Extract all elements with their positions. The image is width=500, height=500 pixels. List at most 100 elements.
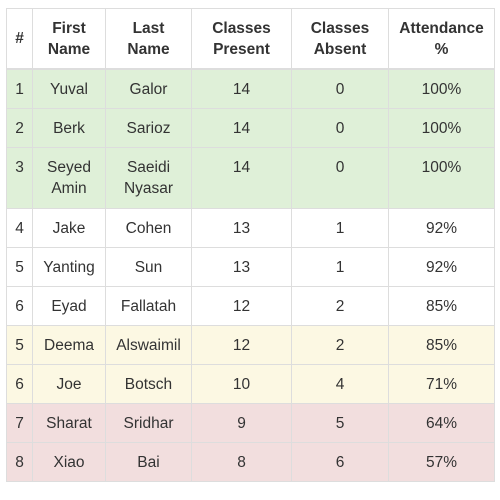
header-classes-present: Classes Present bbox=[191, 8, 292, 70]
cell-number: 5 bbox=[6, 325, 33, 365]
cell-first-name-line: Yuval bbox=[50, 81, 88, 98]
header-classes-absent: Classes Absent bbox=[291, 8, 389, 70]
cell-first-name: Seyed Amin bbox=[32, 147, 106, 209]
cell-classes-absent: 2 bbox=[291, 325, 389, 365]
cell-classes-present: 9 bbox=[191, 403, 292, 443]
cell-number: 5 bbox=[6, 247, 33, 287]
cell-first-name-line: Yanting bbox=[43, 259, 95, 276]
cell-classes-present: 12 bbox=[191, 325, 292, 365]
cell-last-name: Bai bbox=[105, 442, 192, 482]
cell-last-name-line: Sridhar bbox=[123, 415, 174, 432]
cell-number: 1 bbox=[6, 68, 33, 109]
cell-last-name: Botsch bbox=[105, 364, 192, 404]
cell-last-name-line: Alswaimil bbox=[116, 337, 181, 354]
cell-last-name: Galor bbox=[105, 68, 192, 109]
cell-first-name: Joe bbox=[32, 364, 106, 404]
header-classes-present-line1: Classes bbox=[212, 19, 271, 37]
cell-first-name-line: Jake bbox=[52, 220, 86, 237]
cell-attendance-percent: 100% bbox=[388, 108, 495, 148]
cell-last-name-line: Galor bbox=[129, 81, 168, 98]
cell-attendance-percent: 71% bbox=[388, 364, 495, 404]
cell-last-name: Saeidi Nyasar bbox=[105, 147, 192, 209]
cell-attendance-percent: 64% bbox=[388, 403, 495, 443]
cell-last-name: Sarioz bbox=[105, 108, 192, 148]
cell-attendance-percent: 85% bbox=[388, 325, 495, 365]
attendance-table: # First Name Last Name Classes Present C… bbox=[6, 8, 495, 482]
table-row: 6 Joe Botsch 10 4 71% bbox=[6, 364, 495, 404]
cell-classes-present: 13 bbox=[191, 247, 292, 287]
header-classes-absent-line1: Classes bbox=[310, 19, 370, 37]
cell-classes-present: 14 bbox=[191, 68, 292, 109]
header-first-name: First Name bbox=[32, 8, 106, 70]
cell-first-name: Deema bbox=[32, 325, 106, 365]
cell-number: 2 bbox=[6, 108, 33, 148]
cell-classes-absent: 5 bbox=[291, 403, 389, 443]
table-body: 1 Yuval Galor 14 0 100% 2 Berk Sarioz 14 0 100% 3 Sey… bbox=[6, 68, 495, 482]
cell-first-name-line: Joe bbox=[56, 376, 82, 393]
cell-first-name-line: Berk bbox=[53, 120, 85, 137]
cell-last-name-line: Bai bbox=[137, 454, 160, 471]
cell-last-name-line: Nyasar bbox=[123, 180, 174, 197]
table-row: 8 Xiao Bai 8 6 57% bbox=[6, 442, 495, 482]
header-row: # First Name Last Name Classes Present C… bbox=[6, 8, 495, 70]
cell-classes-absent: 0 bbox=[291, 147, 389, 209]
cell-last-name: Fallatah bbox=[105, 286, 192, 326]
cell-last-name-line: Saeidi bbox=[126, 159, 171, 176]
table-row: 4 Jake Cohen 13 1 92% bbox=[6, 208, 495, 248]
cell-first-name: Jake bbox=[32, 208, 106, 248]
cell-classes-absent: 6 bbox=[291, 442, 389, 482]
cell-first-name: Sharat bbox=[32, 403, 106, 443]
cell-last-name-line: Cohen bbox=[125, 220, 172, 237]
header-attendance-line1: Attendance bbox=[399, 19, 484, 37]
cell-classes-absent: 0 bbox=[291, 108, 389, 148]
header-last-name: Last Name bbox=[105, 8, 192, 70]
cell-attendance-percent: 57% bbox=[388, 442, 495, 482]
header-number-line1: # bbox=[15, 30, 24, 47]
cell-classes-absent: 4 bbox=[291, 364, 389, 404]
cell-classes-absent: 2 bbox=[291, 286, 389, 326]
cell-classes-absent: 1 bbox=[291, 247, 389, 287]
cell-attendance-percent: 100% bbox=[388, 147, 495, 209]
header-attendance-line2: % bbox=[434, 40, 449, 58]
cell-last-name: Sridhar bbox=[105, 403, 192, 443]
table-row: 7 Sharat Sridhar 9 5 64% bbox=[6, 403, 495, 443]
cell-last-name-line: Sun bbox=[134, 259, 163, 276]
cell-attendance-percent: 85% bbox=[388, 286, 495, 326]
cell-first-name: Berk bbox=[32, 108, 106, 148]
cell-first-name-line: Eyad bbox=[51, 298, 87, 315]
cell-first-name: Xiao bbox=[32, 442, 106, 482]
cell-classes-absent: 1 bbox=[291, 208, 389, 248]
cell-first-name-line: Xiao bbox=[53, 454, 85, 471]
header-number: # bbox=[6, 8, 33, 70]
header-last-name-line1: Last bbox=[132, 19, 165, 37]
cell-classes-present: 14 bbox=[191, 108, 292, 148]
header-first-name-line1: First bbox=[52, 19, 86, 37]
cell-number: 8 bbox=[6, 442, 33, 482]
cell-classes-present: 10 bbox=[191, 364, 292, 404]
table-row: 5 Yanting Sun 13 1 92% bbox=[6, 247, 495, 287]
cell-classes-present: 14 bbox=[191, 147, 292, 209]
cell-last-name-line: Fallatah bbox=[120, 298, 177, 315]
cell-first-name: Eyad bbox=[32, 286, 106, 326]
table-row: 3 Seyed Amin Saeidi Nyasar 14 0 100% bbox=[6, 147, 495, 209]
cell-first-name-line: Amin bbox=[51, 180, 87, 197]
table-header: # First Name Last Name Classes Present C… bbox=[6, 8, 495, 70]
table-row: 5 Deema Alswaimil 12 2 85% bbox=[6, 325, 495, 365]
cell-last-name: Cohen bbox=[105, 208, 192, 248]
cell-classes-present: 12 bbox=[191, 286, 292, 326]
cell-classes-present: 8 bbox=[191, 442, 292, 482]
cell-number: 7 bbox=[6, 403, 33, 443]
cell-last-name: Alswaimil bbox=[105, 325, 192, 365]
header-classes-present-line2: Present bbox=[213, 40, 270, 58]
cell-last-name-line: Botsch bbox=[124, 376, 173, 393]
cell-attendance-percent: 92% bbox=[388, 208, 495, 248]
header-last-name-line2: Name bbox=[127, 40, 170, 58]
cell-first-name: Yuval bbox=[32, 68, 106, 109]
cell-number: 4 bbox=[6, 208, 33, 248]
cell-first-name: Yanting bbox=[32, 247, 106, 287]
header-classes-absent-line2: Absent bbox=[313, 40, 367, 58]
cell-first-name-line: Sharat bbox=[46, 415, 92, 432]
cell-last-name: Sun bbox=[105, 247, 192, 287]
header-attendance-percent: Attendance % bbox=[388, 8, 495, 70]
table-row: 1 Yuval Galor 14 0 100% bbox=[6, 68, 495, 109]
